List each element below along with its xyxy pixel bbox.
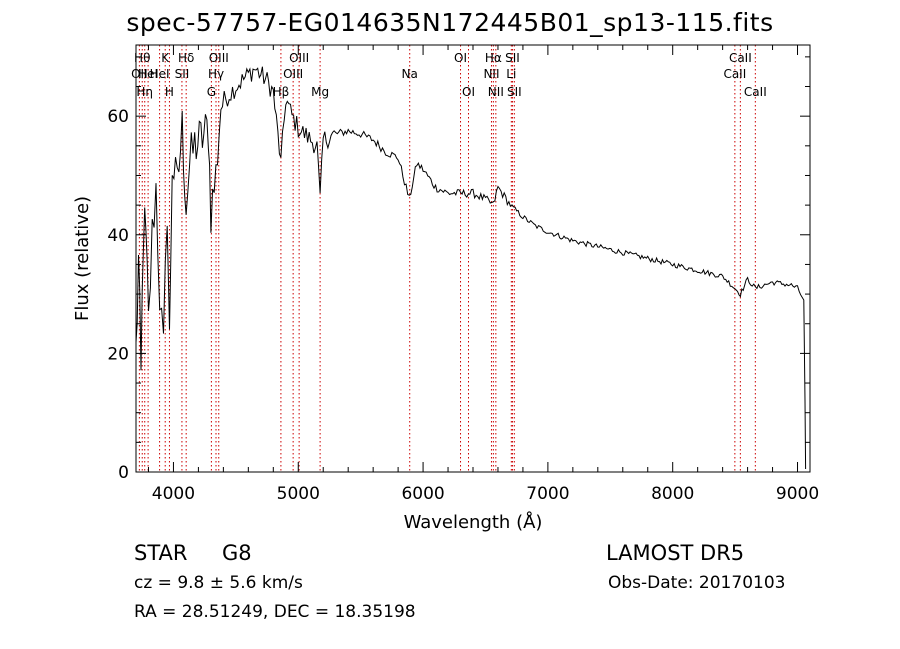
- marker-label-hδ-4102: Hδ: [178, 51, 194, 65]
- marker-label-oii-3727: OII: [131, 67, 148, 81]
- x-tick-label: 9000: [776, 484, 819, 504]
- observation-date: Obs-Date: 20170103: [608, 573, 786, 593]
- marker-label-sii-6731: SII: [507, 85, 522, 99]
- x-tick-label: 6000: [401, 484, 444, 504]
- marker-label-hη-3770: Hη: [136, 85, 153, 99]
- spectral-line-markers: [138, 45, 756, 472]
- x-axis-label: Wavelength (Å): [404, 511, 543, 533]
- survey-name: LAMOST DR5: [606, 541, 745, 565]
- marker-label-sii-4068: SII: [175, 67, 190, 81]
- y-axis-label: Flux (relative): [72, 196, 93, 321]
- sky-coordinates: RA = 28.51249, DEC = 18.35198: [134, 602, 416, 622]
- marker-label-h-3968: H: [165, 85, 174, 99]
- marker-label-hγ-4341: Hγ: [208, 67, 224, 81]
- marker-label-oi-6300: OI: [454, 51, 467, 65]
- marker-label-li-6707: Li: [506, 67, 516, 81]
- marker-label-oiii-4363: OIII: [209, 51, 229, 65]
- y-tick-label: 0: [118, 463, 129, 483]
- marker-label-oi-6364: OI: [462, 85, 475, 99]
- spectrum-line: [135, 66, 807, 470]
- marker-label-caii-8498: CaII: [723, 67, 746, 81]
- y-tick-label: 40: [107, 226, 129, 246]
- y-tick-label: 20: [107, 344, 129, 364]
- x-tick-label: 7000: [526, 484, 569, 504]
- object-class: STAR: [134, 541, 188, 565]
- marker-label-na-5893: Na: [402, 67, 418, 81]
- marker-label-caii-8542: CaII: [729, 51, 752, 65]
- marker-label-nii-6583: NII: [488, 85, 504, 99]
- object-subclass: G8: [222, 541, 252, 565]
- marker-label-hei-3889: HeI: [150, 67, 170, 81]
- spectral-line-labels: OIIHθHηHeIHeIKHSIIHδGHγOIIIHβOIIIOIIIMgN…: [131, 51, 767, 99]
- x-tick-label: 5000: [277, 484, 320, 504]
- marker-label-hθ-3750: Hθ: [134, 51, 150, 65]
- x-tick-label: 8000: [651, 484, 694, 504]
- marker-label-oiii-4959: OIII: [283, 67, 303, 81]
- x-tick-label: 4000: [152, 484, 195, 504]
- marker-label-oiii-5007: OIII: [289, 51, 309, 65]
- plot-frame: [135, 44, 811, 473]
- marker-label-nii-6548: NII: [483, 67, 499, 81]
- marker-label-hei-3797: HeI: [138, 67, 158, 81]
- marker-label-hα-6563: Hα: [485, 51, 502, 65]
- axis-ticks: [136, 45, 810, 473]
- marker-label-hβ-4861: Hβ: [273, 85, 290, 99]
- y-tick-label: 60: [107, 107, 129, 127]
- marker-label-mg-5175: Mg: [311, 85, 329, 99]
- marker-label-g-4304: G: [207, 85, 216, 99]
- marker-label-sii-6716: SII: [505, 51, 520, 65]
- redshift-velocity: cz = 9.8 ± 5.6 km/s: [134, 573, 303, 593]
- marker-label-caii-8662: CaII: [744, 85, 767, 99]
- axis-tick-labels: 4000 5000 6000 7000 8000 9000 0 20 40 60: [107, 107, 819, 504]
- chart-title: spec-57757-EG014635N172445B01_sp13-115.f…: [126, 8, 774, 37]
- marker-label-k-3934: K: [161, 51, 170, 65]
